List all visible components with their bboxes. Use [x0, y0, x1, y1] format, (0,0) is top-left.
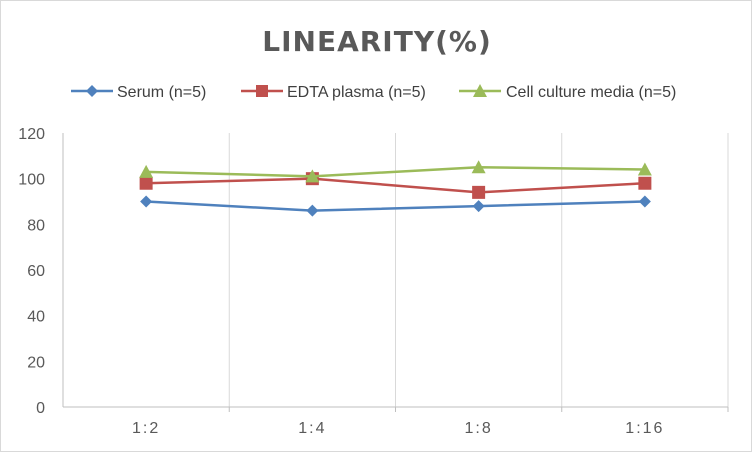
legend-marker-cell-culture-media: [473, 84, 487, 97]
y-tick-label: 60: [27, 263, 45, 280]
series-line-edta-plasma: [146, 177, 645, 194]
x-tick-label: 1:4: [298, 420, 326, 437]
data-point-serum: [306, 204, 319, 217]
y-tick-label: 80: [27, 217, 45, 234]
legend-entry-cell-culture-media: Cell culture media (n=5): [459, 84, 676, 101]
series-serum: [140, 195, 651, 217]
data-point-edta-plasma: [472, 185, 486, 199]
data-point-cell-culture-media: [471, 160, 486, 174]
data-point-cell-culture-media: [139, 164, 154, 178]
y-tick-label: 0: [36, 400, 45, 417]
y-tick-label: 20: [27, 354, 45, 371]
data-point-cell-culture-media: [637, 162, 652, 176]
data-point-serum: [140, 195, 153, 208]
y-tick-label: 40: [27, 309, 45, 326]
legend-entry-serum: Serum (n=5): [71, 84, 206, 101]
legend-entry-edta-plasma: EDTA plasma (n=5): [241, 84, 426, 101]
legend: Serum (n=5) EDTA plasma (n=5) Cell cultu…: [71, 84, 676, 101]
y-tick-label: 100: [18, 172, 45, 189]
x-tick-label: 1:16: [625, 420, 664, 437]
gridlines: [62, 133, 729, 407]
x-tick-label: 1:2: [132, 420, 160, 437]
series-edta-plasma: [139, 172, 652, 199]
data-point-serum: [638, 195, 651, 208]
legend-label-serum: Serum (n=5): [117, 84, 206, 101]
axes: 0 20 40 60 80 100 120 1:2 1:4 1:8 1:16: [18, 126, 729, 437]
series-line-cell-culture-media: [146, 166, 645, 178]
chart-title: LINEARITY(%): [262, 25, 492, 58]
data-point-edta-plasma: [638, 176, 652, 190]
series-layer: [139, 160, 652, 217]
series-cell-culture-media: [139, 160, 652, 183]
series-line-serum: [146, 200, 645, 212]
legend-marker-serum: [86, 85, 98, 97]
x-tick-label: 1:8: [465, 420, 493, 437]
data-point-serum: [472, 200, 485, 213]
legend-label-cell-culture-media: Cell culture media (n=5): [506, 84, 676, 101]
data-point-edta-plasma: [139, 176, 153, 190]
data-point-cell-culture-media: [305, 169, 320, 183]
y-tick-label: 120: [18, 126, 45, 143]
legend-marker-edta-plasma: [256, 85, 268, 97]
legend-label-edta-plasma: EDTA plasma (n=5): [287, 84, 426, 101]
